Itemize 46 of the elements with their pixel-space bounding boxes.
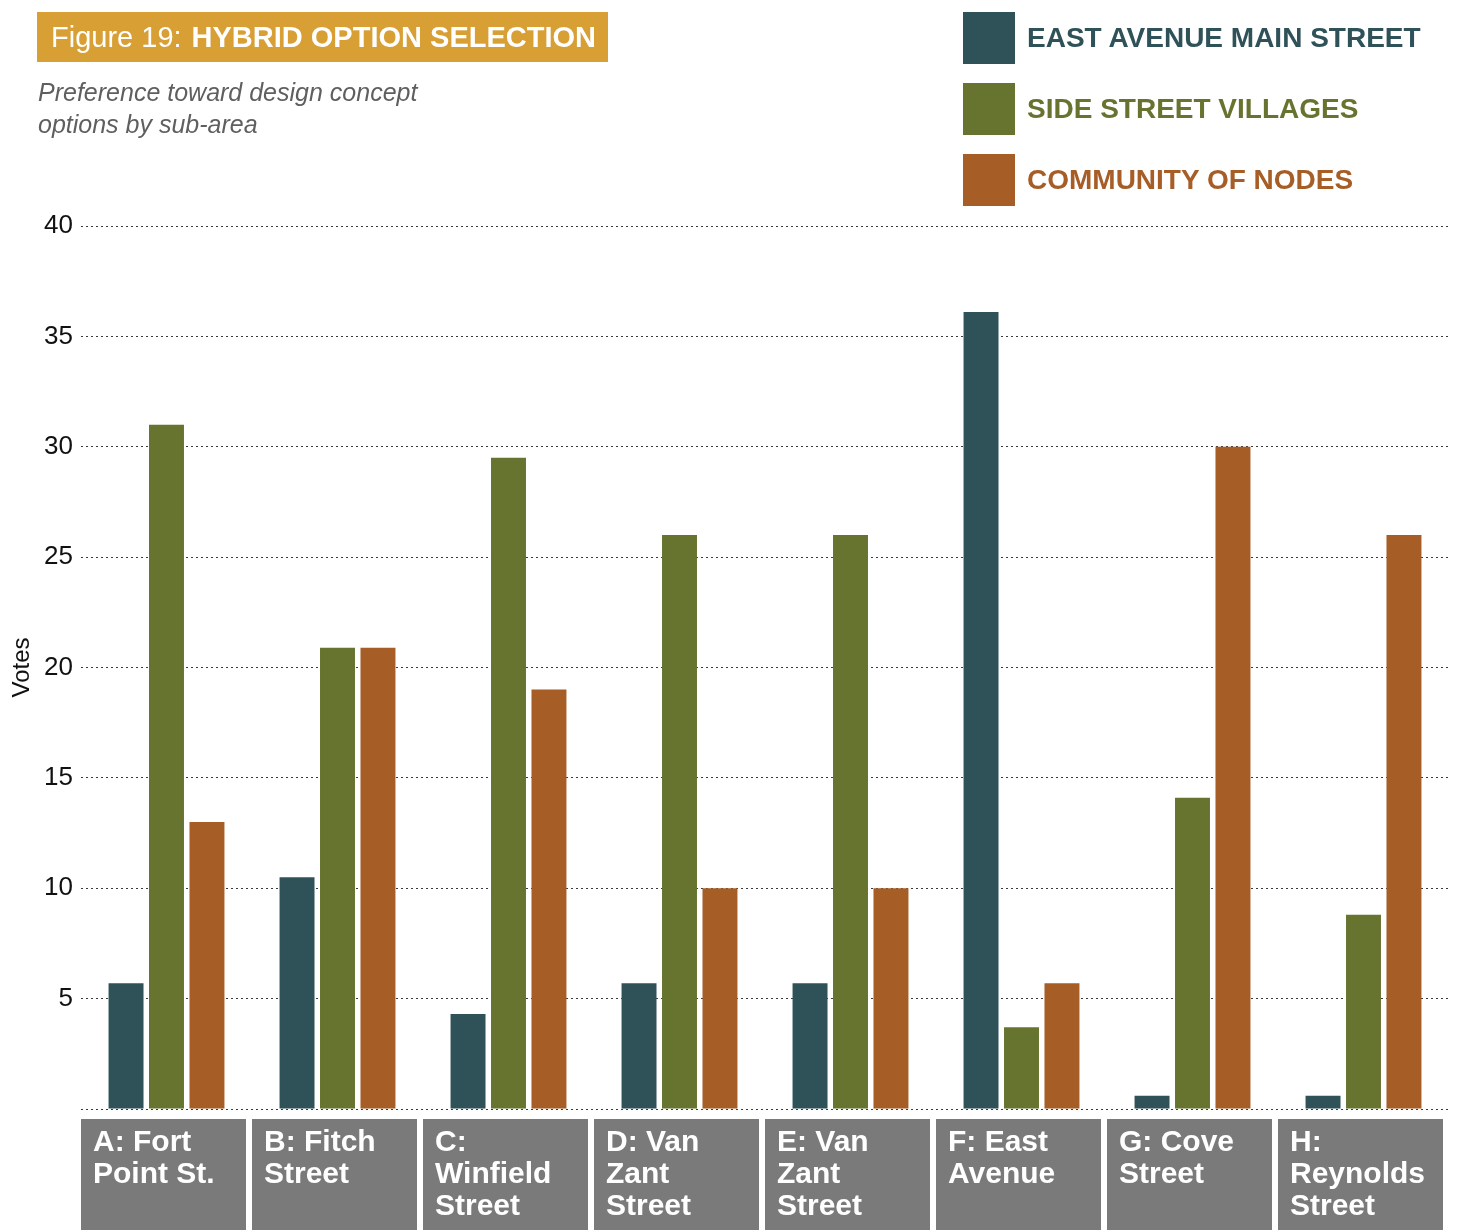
bar	[702, 888, 738, 1109]
x-tick-label: G: Cove Street	[1119, 1124, 1235, 1190]
x-tick-label: D: Van Zant Street	[606, 1124, 700, 1222]
bar	[792, 983, 828, 1109]
chart-subtitle: Preference toward design concept options by sub-area	[38, 77, 420, 140]
legend-label: EAST AVENUE MAIN STREET	[1027, 22, 1421, 54]
y-tick-label: 5	[58, 981, 73, 1012]
y-tick-label: 30	[44, 429, 73, 460]
legend-label: COMMUNITY OF NODES	[1027, 164, 1354, 196]
bar	[149, 424, 184, 1109]
x-tick-label: H: Reynolds Street	[1290, 1124, 1426, 1222]
x-tick-label: E: Van Zant Street	[777, 1124, 869, 1222]
bar	[189, 822, 225, 1109]
y-axis-title: Votes	[7, 637, 35, 698]
y-tick-label: 10	[44, 871, 73, 902]
y-tick-label: 35	[44, 319, 73, 350]
bar	[450, 1014, 486, 1109]
bar	[1215, 446, 1251, 1109]
bar	[662, 535, 697, 1109]
bar	[1044, 983, 1080, 1109]
bar	[320, 647, 355, 1109]
bar	[491, 457, 526, 1109]
bar	[1346, 914, 1381, 1109]
x-tick-label: A: Fort Point St.	[93, 1124, 215, 1190]
y-tick-label: 25	[44, 540, 73, 571]
x-tick-label: C: Winfield Street	[435, 1124, 552, 1222]
bar	[963, 312, 999, 1109]
x-tick-label: B: Fitch Street	[264, 1124, 376, 1190]
x-tick-label: F: East Avenue	[948, 1124, 1056, 1190]
y-tick-label: 40	[44, 209, 73, 240]
bar	[1004, 1027, 1039, 1109]
bar	[1134, 1095, 1170, 1109]
bar	[1386, 535, 1422, 1109]
bar	[1175, 797, 1210, 1109]
bar	[360, 647, 396, 1109]
bar	[531, 689, 567, 1109]
bar	[873, 888, 909, 1109]
bar	[833, 535, 868, 1109]
legend-label: SIDE STREET VILLAGES	[1027, 93, 1359, 125]
chart-title: Figure 19: HYBRID OPTION SELECTION	[51, 21, 596, 53]
bar	[621, 983, 657, 1109]
bar	[108, 983, 144, 1109]
y-tick-label: 15	[44, 761, 73, 792]
bar	[1305, 1095, 1341, 1109]
bar	[279, 877, 315, 1109]
y-tick-label: 20	[44, 650, 73, 681]
